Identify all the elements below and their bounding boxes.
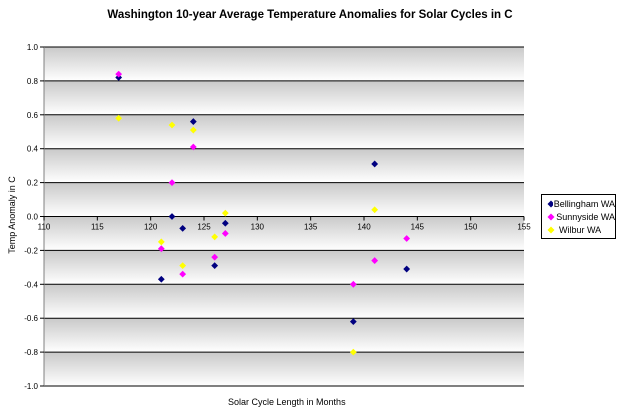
background-band (44, 47, 524, 81)
background-bands (44, 47, 524, 386)
background-band (44, 318, 524, 353)
legend-item: Wilbur WA (542, 223, 615, 236)
y-tick-label: 1.0 (27, 43, 39, 52)
background-band (44, 216, 524, 251)
plot-area: 1.0 0.8 0.6 0.4 0.2 0.0 -0.2 -0.4 -0.6 -0.8 -1.0 11… (24, 43, 531, 391)
x-tick-label: 150 (464, 223, 478, 232)
y-tick-label: 0.0 (27, 213, 39, 222)
legend-item: Sunnyside WA (542, 210, 615, 223)
x-axis-label: Solar Cycle Length in Months (228, 397, 346, 407)
background-band (44, 284, 524, 319)
background-band (44, 80, 524, 115)
x-tick-label: 130 (251, 223, 265, 232)
x-tick-label: 135 (304, 223, 318, 232)
background-band (44, 114, 524, 149)
y-tick-label: -0.2 (24, 246, 38, 255)
x-tick-label: 120 (144, 223, 158, 232)
y-tick-label: 0.4 (27, 145, 39, 154)
legend-label: Wilbur WA (559, 224, 602, 235)
x-tick-label: 145 (411, 223, 425, 232)
legend-label: Sunnyside WA (556, 211, 615, 222)
background-band (44, 250, 524, 285)
background-band (44, 352, 524, 386)
legend: Bellingham WA Sunnyside WA Wilbur WA (541, 194, 616, 239)
legend-marker (547, 226, 555, 233)
x-tick-label: 140 (357, 223, 371, 232)
y-tick-label: -0.4 (24, 280, 38, 289)
y-tick-label: -1.0 (24, 382, 38, 391)
x-tick-label: 110 (38, 223, 51, 232)
gridlines (44, 46, 524, 387)
x-tick-label: 155 (517, 223, 531, 232)
legend-label: Bellingham WA (553, 198, 615, 209)
y-tick-label: 0.8 (27, 77, 39, 86)
legend-marker (547, 200, 553, 207)
x-tick-label: 125 (197, 223, 211, 232)
y-tick-label: 0.6 (27, 111, 39, 120)
chart-title: Washington 10-year Average Temperature A… (107, 9, 513, 21)
background-band (44, 148, 524, 183)
y-tick-label: -0.6 (24, 314, 38, 323)
background-band (44, 182, 524, 217)
x-tick-label: 115 (91, 223, 104, 232)
y-tick-label: 0.2 (27, 179, 39, 188)
y-axis-label: Temp Anomaly in C (7, 176, 17, 254)
y-tick-label: -0.8 (24, 348, 38, 357)
legend-item: Bellingham WA (542, 197, 615, 210)
legend-marker (547, 213, 555, 220)
